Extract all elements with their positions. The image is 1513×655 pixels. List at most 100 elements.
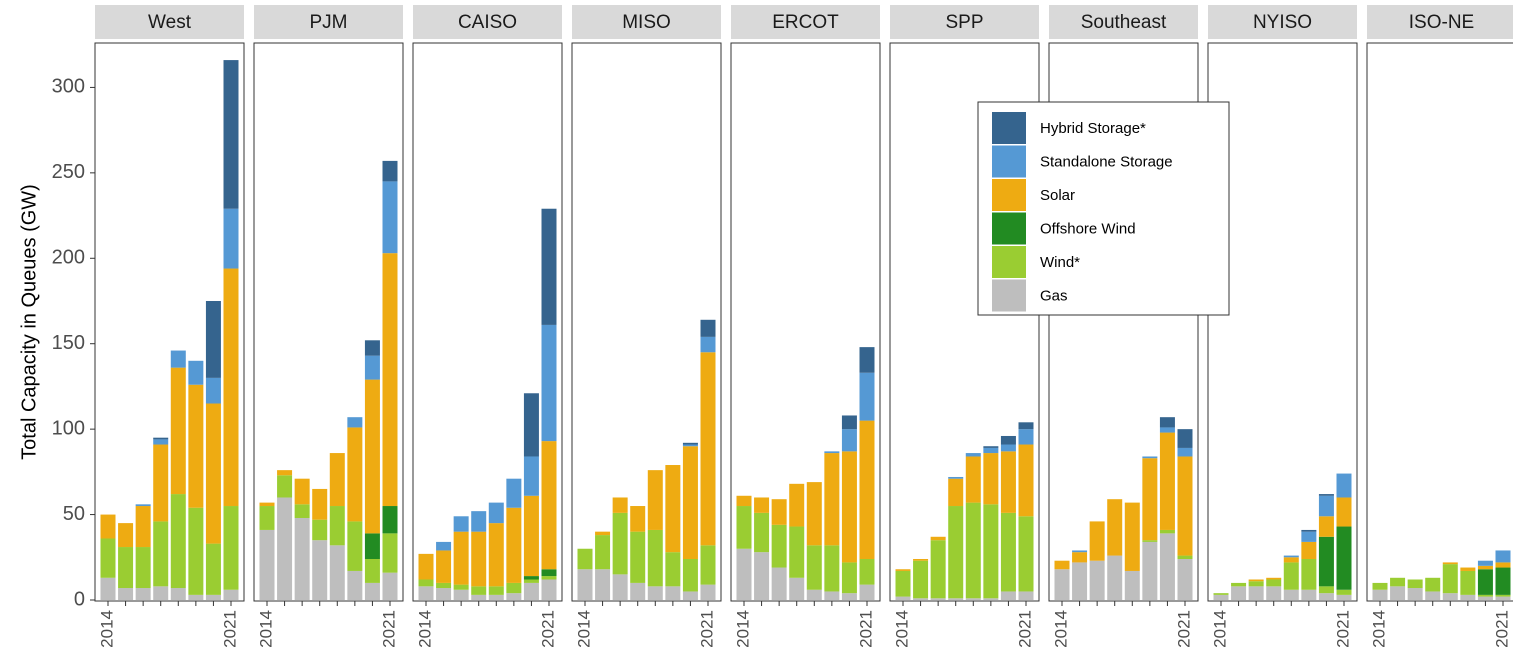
bar-segment <box>382 160 398 182</box>
y-tick-label: 250 <box>52 161 85 183</box>
bar-segment <box>223 268 239 507</box>
bar-segment <box>700 352 716 546</box>
bar-segment <box>1336 589 1352 595</box>
bar-segment <box>1089 560 1105 600</box>
bar-segment <box>1318 516 1334 537</box>
bar-segment <box>1407 588 1423 600</box>
bar-segment <box>682 446 698 559</box>
bar-segment <box>859 420 875 559</box>
bar-segment <box>170 588 186 600</box>
bar-segment <box>364 355 380 380</box>
legend-label: Gas <box>1040 287 1068 304</box>
bar-segment <box>824 453 840 546</box>
bar-segment <box>647 586 663 600</box>
bar-segment <box>1301 531 1317 542</box>
bar-segment <box>541 579 557 600</box>
x-tick-label: 2021 <box>1492 610 1511 648</box>
bar-segment <box>859 558 875 585</box>
bar-segment <box>806 545 822 590</box>
bar-segment <box>789 577 805 600</box>
bar-segment <box>841 415 857 430</box>
bar-segment <box>1000 435 1016 445</box>
bar-segment <box>312 488 328 520</box>
bar-segment <box>1283 555 1299 558</box>
bar-segment <box>913 598 929 600</box>
bar-segment <box>1301 558 1317 590</box>
bar-segment <box>364 582 380 600</box>
bar-segment <box>841 562 857 594</box>
bar-segment <box>948 476 964 479</box>
bar-segment <box>1318 536 1334 587</box>
bar-segment <box>983 447 999 454</box>
bar-segment <box>1266 586 1282 600</box>
bar-segment <box>1177 558 1193 600</box>
bar-segment <box>382 572 398 600</box>
bar-segment <box>100 514 116 539</box>
bar-segment <box>948 478 964 507</box>
bar-segment <box>1336 473 1352 498</box>
bar-segment <box>277 475 293 498</box>
bar-segment <box>930 540 946 599</box>
bar-segment <box>471 586 487 595</box>
bar-segment <box>1072 562 1088 600</box>
bar-segment <box>1018 444 1034 517</box>
bar-segment <box>118 588 134 600</box>
bar-segment <box>577 548 593 570</box>
bar-segment <box>1159 432 1175 530</box>
bar-segment <box>754 552 770 600</box>
bar-segment <box>630 506 646 532</box>
bar-segment <box>541 441 557 570</box>
facet-strip <box>1367 5 1513 39</box>
bar-segment <box>736 495 752 507</box>
bar-segment <box>771 524 787 568</box>
bar-segment <box>170 350 186 368</box>
bar-segment <box>153 444 169 522</box>
bar-segment <box>1054 569 1070 600</box>
bar-segment <box>1336 594 1352 600</box>
x-tick-label: 2014 <box>574 610 593 648</box>
bar-segment <box>789 526 805 578</box>
bar-segment <box>1460 570 1476 595</box>
legend-swatch <box>992 112 1026 144</box>
facet-strip <box>95 5 244 39</box>
legend-swatch <box>992 212 1026 245</box>
bar-segment <box>647 470 663 530</box>
x-tick-label: 2014 <box>97 610 116 648</box>
bar-segment <box>841 593 857 600</box>
bar-segment <box>506 478 522 508</box>
bar-segment <box>471 511 487 532</box>
bar-segment <box>205 543 221 595</box>
bar-segment <box>205 403 221 544</box>
bar-segment <box>700 545 716 585</box>
panel <box>412 42 563 602</box>
bar-segment <box>665 586 681 600</box>
bar-segment <box>436 550 452 583</box>
bar-segment <box>259 502 275 507</box>
bar-segment <box>1054 560 1070 570</box>
bar-segment <box>612 497 628 513</box>
bar-segment <box>824 451 840 454</box>
bar-segment <box>1283 562 1299 590</box>
bar-segment <box>364 533 380 559</box>
legend-swatch <box>992 279 1026 312</box>
bar-segment <box>153 521 169 587</box>
bar-segment <box>859 584 875 600</box>
bar-segment <box>1266 577 1282 580</box>
bar-segment <box>205 377 221 404</box>
panel <box>571 42 722 602</box>
bar-segment <box>170 494 186 589</box>
bar-segment <box>700 336 716 353</box>
bar-segment <box>506 582 522 594</box>
bar-segment <box>824 545 840 592</box>
bar-segment <box>312 540 328 600</box>
bar-segment <box>523 576 539 580</box>
x-tick-label: 2021 <box>856 610 875 648</box>
facet-strip <box>572 5 721 39</box>
bar-segment <box>329 453 345 507</box>
bar-segment <box>1248 586 1264 600</box>
bar-segment <box>1231 582 1247 587</box>
bar-segment <box>135 588 151 600</box>
x-tick-label: 2021 <box>1015 610 1034 648</box>
